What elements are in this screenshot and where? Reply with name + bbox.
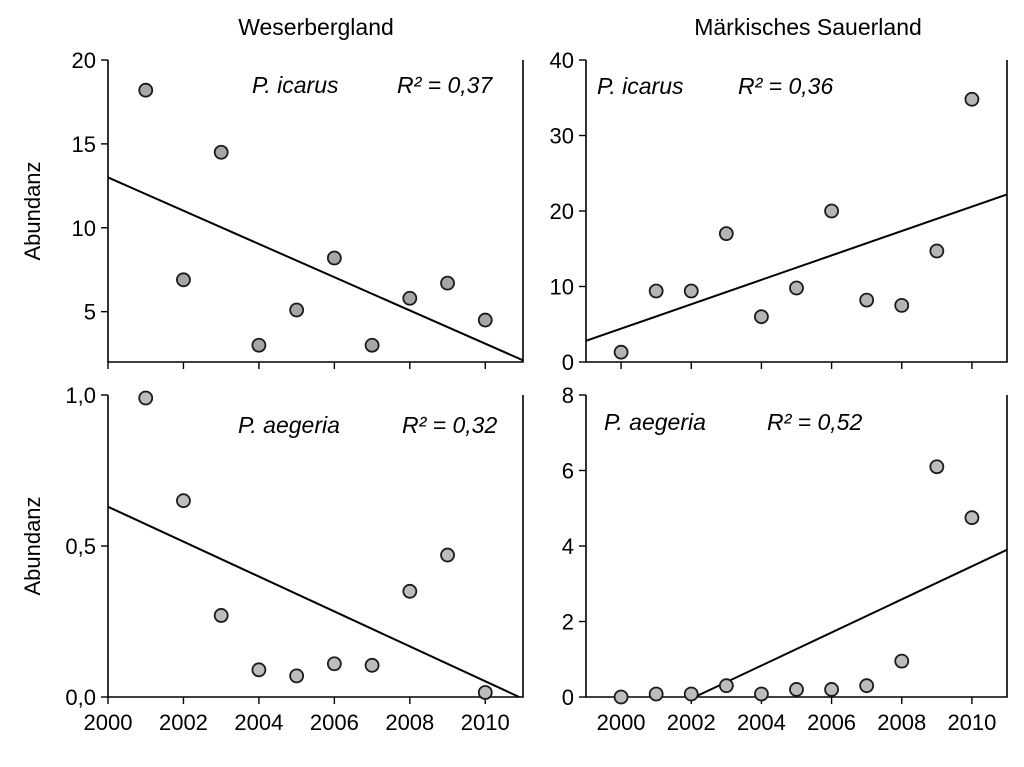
y-tick-label: 5 bbox=[84, 300, 96, 325]
x-tick-label: 2002 bbox=[159, 710, 208, 735]
data-point bbox=[648, 686, 664, 702]
data-point bbox=[683, 283, 699, 299]
data-point bbox=[138, 82, 154, 98]
data-point bbox=[138, 390, 154, 406]
data-point bbox=[440, 275, 455, 291]
axis-frame bbox=[585, 60, 1008, 363]
data-point bbox=[289, 302, 305, 318]
r-squared-label: R² = 0,32 bbox=[402, 412, 497, 438]
x-tick-label: 2000 bbox=[84, 710, 133, 735]
data-point bbox=[176, 272, 191, 288]
y-tick-label: 15 bbox=[72, 132, 96, 157]
y-tick-label: 30 bbox=[550, 124, 574, 149]
axis-frame bbox=[107, 60, 524, 363]
trend-line bbox=[694, 548, 1007, 697]
data-point bbox=[326, 250, 342, 266]
x-tick-label: 2000 bbox=[597, 710, 646, 735]
data-point bbox=[964, 510, 980, 526]
data-point bbox=[894, 653, 910, 669]
data-point bbox=[929, 459, 945, 475]
data-point bbox=[364, 337, 380, 353]
data-point bbox=[683, 686, 699, 702]
data-point bbox=[477, 312, 493, 328]
column-title-weserbergland: Weserbergland bbox=[238, 14, 394, 40]
data-point bbox=[402, 583, 418, 599]
y-axis-label: Abundanz bbox=[20, 496, 45, 595]
data-point bbox=[477, 685, 493, 700]
y-tick-label: 1,0 bbox=[65, 383, 96, 408]
data-point bbox=[613, 689, 629, 705]
species-label: P. icarus bbox=[597, 73, 684, 99]
trend-line bbox=[108, 176, 523, 362]
panel-2: 0 10 20 30 40 P. icarus R² = 0,36 bbox=[550, 48, 1008, 375]
x-tick-label: 2004 bbox=[737, 710, 786, 735]
data-point bbox=[718, 226, 734, 242]
data-point bbox=[364, 657, 380, 673]
species-label: P. aegeria bbox=[604, 409, 706, 435]
y-tick-label: 20 bbox=[72, 48, 96, 73]
data-point bbox=[213, 144, 229, 160]
x-tick-label: 2006 bbox=[807, 710, 856, 735]
x-tick-label: 2010 bbox=[461, 710, 510, 735]
x-tick-label: 2004 bbox=[234, 710, 283, 735]
data-point bbox=[789, 280, 804, 296]
y-tick-label: 20 bbox=[550, 199, 574, 224]
y-tick-label: 0 bbox=[562, 350, 574, 375]
data-point bbox=[859, 678, 875, 694]
data-point bbox=[251, 337, 267, 353]
data-point bbox=[213, 608, 229, 623]
x-tick-label: 2008 bbox=[877, 710, 926, 735]
data-point bbox=[754, 309, 769, 325]
r-squared-label: R² = 0,52 bbox=[767, 409, 862, 435]
data-point bbox=[648, 283, 664, 299]
data-point bbox=[824, 682, 839, 697]
y-tick-label: 6 bbox=[562, 459, 574, 484]
y-tick-label: 0 bbox=[562, 685, 574, 710]
data-point bbox=[440, 547, 455, 563]
y-axis-label: Abundanz bbox=[20, 161, 45, 260]
x-tick-label: 2008 bbox=[385, 710, 434, 735]
column-title-maerkisches-sauerland: Märkisches Sauerland bbox=[694, 14, 922, 40]
y-tick-label: 2 bbox=[562, 610, 574, 635]
species-label: P. icarus bbox=[252, 72, 339, 98]
data-point bbox=[824, 203, 839, 219]
x-tick-label: 2002 bbox=[667, 710, 716, 735]
r-squared-label: R² = 0,36 bbox=[738, 73, 833, 99]
y-tick-label: 8 bbox=[562, 383, 574, 408]
data-point bbox=[859, 292, 875, 308]
data-point bbox=[402, 290, 418, 306]
data-point bbox=[929, 243, 945, 259]
axis-frame bbox=[585, 395, 1008, 698]
r-squared-label: R² = 0,37 bbox=[397, 72, 493, 98]
data-point bbox=[964, 91, 980, 107]
data-point bbox=[754, 686, 769, 702]
data-point bbox=[718, 678, 734, 694]
y-tick-label: 10 bbox=[72, 216, 96, 241]
data-point bbox=[789, 682, 804, 697]
y-tick-label: 40 bbox=[550, 48, 574, 73]
species-label: P. aegeria bbox=[238, 412, 340, 438]
data-point bbox=[289, 668, 305, 684]
x-tick-label: 2006 bbox=[310, 710, 359, 735]
data-point bbox=[326, 656, 342, 672]
y-tick-label: 0,5 bbox=[65, 534, 96, 559]
axis-frame bbox=[107, 395, 524, 698]
trend-line bbox=[108, 505, 520, 697]
y-tick-label: 10 bbox=[550, 275, 574, 300]
data-point bbox=[613, 344, 629, 360]
data-point bbox=[251, 662, 267, 678]
panel-3: 0,0 0,5 1,0 2000 2002 2004 2006 2008 2010 Abundan… bbox=[20, 383, 524, 735]
panel-4: 0 2 4 6 8 2000 2002 2004 2006 2008 2010 P. aegeria R… bbox=[562, 383, 1008, 735]
data-point bbox=[176, 493, 191, 509]
y-tick-label: 4 bbox=[562, 534, 574, 559]
y-tick-label: 0,0 bbox=[65, 685, 96, 710]
panel-1: 5 10 15 20 Abundanz P. icarus R² = 0,37 bbox=[20, 48, 524, 369]
x-tick-label: 2010 bbox=[947, 710, 996, 735]
data-point bbox=[894, 297, 910, 313]
trend-line bbox=[586, 193, 1007, 342]
